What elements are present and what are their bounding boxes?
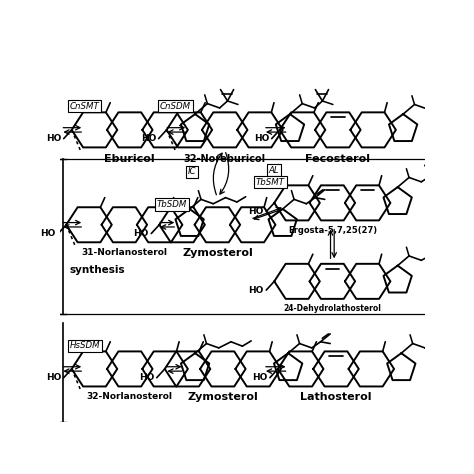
- Text: Eburicol: Eburicol: [104, 154, 155, 164]
- Text: Ergosta-5,7,25(27): Ergosta-5,7,25(27): [288, 226, 377, 235]
- Text: 32-Norlanosterol: 32-Norlanosterol: [87, 392, 173, 401]
- Text: HO: HO: [248, 286, 264, 295]
- Text: TbSDM: TbSDM: [156, 200, 187, 209]
- Text: 31-Norlanosterol: 31-Norlanosterol: [82, 248, 167, 257]
- Text: CnSMT: CnSMT: [69, 101, 99, 110]
- Text: synthesis: synthesis: [70, 265, 125, 275]
- Text: 32-Noreburicol: 32-Noreburicol: [183, 154, 266, 164]
- Text: AL: AL: [269, 165, 279, 174]
- Text: 24-Dehydrolathosterol: 24-Dehydrolathosterol: [283, 304, 381, 313]
- Text: HO: HO: [40, 229, 55, 238]
- Text: HO: HO: [46, 373, 61, 382]
- Text: HO: HO: [254, 134, 269, 143]
- Text: HO: HO: [252, 373, 267, 382]
- Text: HO: HO: [133, 229, 149, 238]
- Text: Zymosterol: Zymosterol: [182, 248, 253, 258]
- Text: HsSDM: HsSDM: [70, 341, 100, 350]
- Text: Lathosterol: Lathosterol: [300, 392, 372, 402]
- FancyArrowPatch shape: [220, 153, 229, 194]
- FancyArrowPatch shape: [213, 153, 222, 195]
- Text: HO: HO: [46, 134, 61, 143]
- Text: Fecosterol: Fecosterol: [305, 154, 370, 164]
- Text: Zymosterol: Zymosterol: [188, 392, 258, 402]
- Text: CnSDM: CnSDM: [160, 101, 191, 110]
- Text: IC: IC: [188, 167, 196, 176]
- Text: HO: HO: [141, 134, 156, 143]
- Text: HO: HO: [248, 207, 264, 216]
- Text: HO: HO: [139, 373, 154, 382]
- Text: TbSMT: TbSMT: [256, 178, 285, 187]
